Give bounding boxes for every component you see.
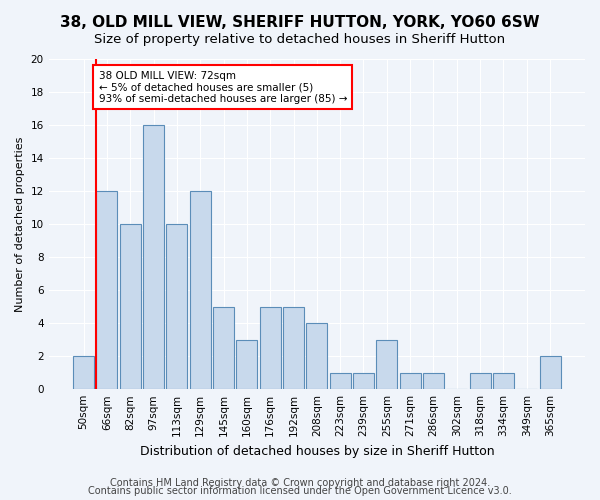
Bar (120, 224, 140, 389)
Bar (376, 340, 397, 389)
Bar (213, 306, 234, 389)
X-axis label: Distribution of detached houses by size in Sheriff Hutton: Distribution of detached houses by size … (140, 444, 494, 458)
Bar (166, 224, 187, 389)
Text: 38, OLD MILL VIEW, SHERIFF HUTTON, YORK, YO60 6SW: 38, OLD MILL VIEW, SHERIFF HUTTON, YORK,… (60, 15, 540, 30)
Bar (190, 191, 211, 389)
Bar (236, 340, 257, 389)
Bar (329, 372, 350, 389)
Bar (493, 372, 514, 389)
Bar (470, 372, 491, 389)
Bar (423, 372, 444, 389)
Bar (143, 125, 164, 389)
Bar (539, 356, 560, 389)
Bar (260, 306, 281, 389)
Text: 38 OLD MILL VIEW: 72sqm
← 5% of detached houses are smaller (5)
93% of semi-deta: 38 OLD MILL VIEW: 72sqm ← 5% of detached… (99, 70, 347, 104)
Bar (283, 306, 304, 389)
Text: Size of property relative to detached houses in Sheriff Hutton: Size of property relative to detached ho… (94, 32, 506, 46)
Text: Contains HM Land Registry data © Crown copyright and database right 2024.: Contains HM Land Registry data © Crown c… (110, 478, 490, 488)
Bar (307, 323, 328, 389)
Bar (73, 356, 94, 389)
Text: Contains public sector information licensed under the Open Government Licence v3: Contains public sector information licen… (88, 486, 512, 496)
Bar (97, 191, 118, 389)
Bar (400, 372, 421, 389)
Y-axis label: Number of detached properties: Number of detached properties (15, 136, 25, 312)
Bar (353, 372, 374, 389)
